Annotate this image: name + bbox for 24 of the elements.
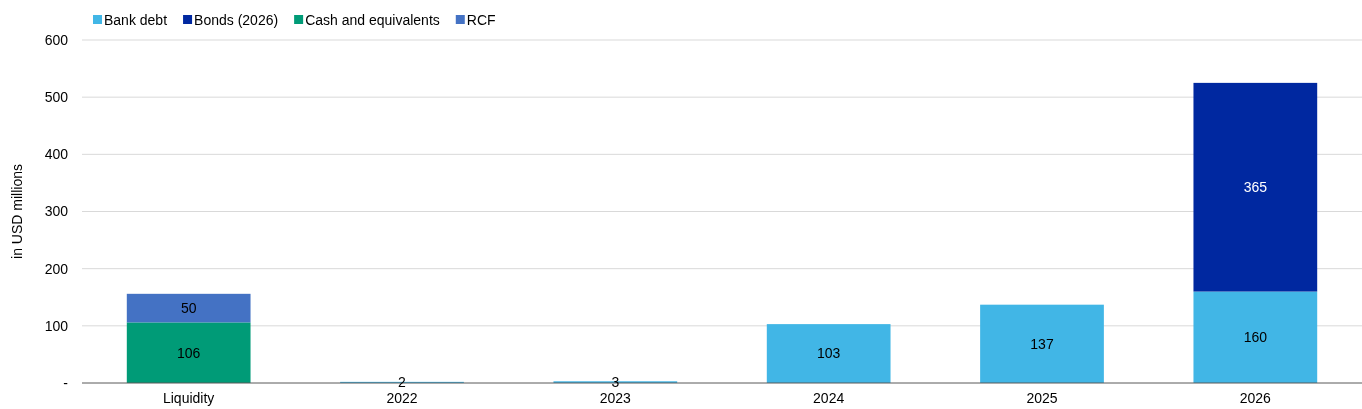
- data-label: 365: [1243, 179, 1268, 196]
- y-axis-title: in USD millions: [9, 164, 25, 259]
- y-tick-label: 600: [44, 31, 69, 48]
- x-tick-label: Liquidity: [162, 390, 215, 406]
- x-tick-label: 2025: [1026, 390, 1058, 406]
- data-label: 50: [180, 300, 197, 317]
- y-tick-label: 100: [44, 317, 69, 334]
- data-label: 106: [176, 344, 201, 361]
- x-tick-label: 2022: [386, 390, 418, 406]
- legend-label: Cash and equivalents: [305, 11, 440, 28]
- legend-label: RCF: [466, 11, 496, 28]
- legend-label: Bank debt: [104, 11, 168, 28]
- data-label: 160: [1243, 329, 1268, 346]
- data-label: 137: [1030, 335, 1054, 352]
- y-tick-label: 300: [44, 203, 69, 220]
- y-tick-label: 200: [44, 260, 69, 277]
- y-tick-label: -: [63, 374, 69, 391]
- data-label: 103: [816, 345, 841, 362]
- y-tick-label: 500: [44, 89, 69, 106]
- x-tick-label: 2024: [813, 390, 845, 406]
- y-tick-label: 400: [44, 146, 69, 163]
- x-tick-label: 2023: [599, 390, 632, 406]
- x-tick-label: 2026: [1239, 390, 1272, 406]
- legend-label: Bonds (2026): [194, 11, 279, 28]
